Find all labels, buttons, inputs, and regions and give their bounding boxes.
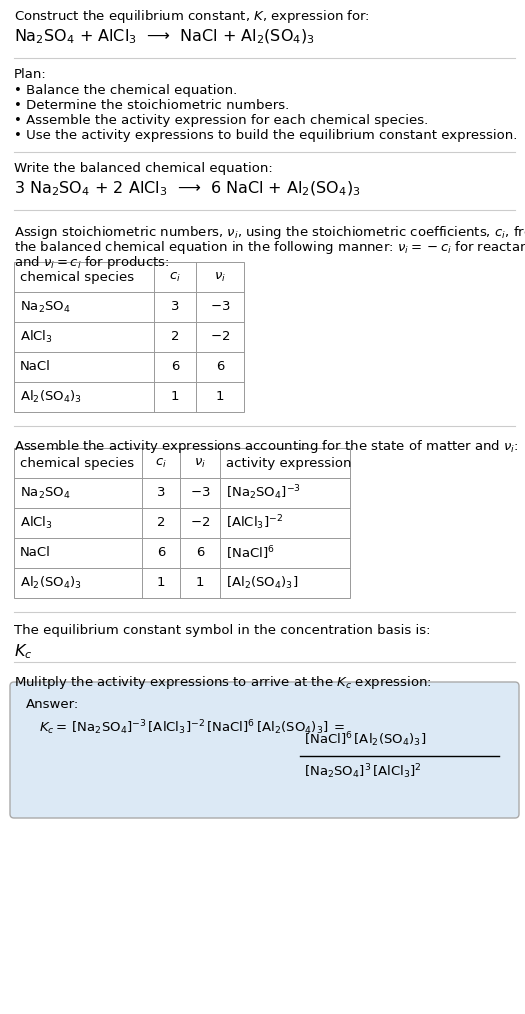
Text: [Na$_2$SO$_4$]$^{-3}$: [Na$_2$SO$_4$]$^{-3}$ [226,484,301,502]
Text: 6: 6 [157,547,165,560]
Text: [AlCl$_3$]$^{-2}$: [AlCl$_3$]$^{-2}$ [226,514,283,532]
Text: NaCl: NaCl [20,547,51,560]
Text: Plan:: Plan: [14,68,47,81]
Text: Mulitply the activity expressions to arrive at the $K_c$ expression:: Mulitply the activity expressions to arr… [14,674,432,691]
Text: $-2$: $-2$ [190,516,210,529]
Text: $-3$: $-3$ [190,487,210,500]
Text: chemical species: chemical species [20,271,134,284]
Text: Na$_2$SO$_4$: Na$_2$SO$_4$ [20,486,71,501]
Text: $c_i$: $c_i$ [155,456,167,469]
Text: $K_c$: $K_c$ [14,642,33,661]
Text: 3: 3 [157,487,165,500]
Text: activity expression: activity expression [226,456,352,469]
Text: $-3$: $-3$ [210,300,230,313]
Text: 3: 3 [171,300,179,313]
Text: 1: 1 [157,577,165,589]
Text: AlCl$_3$: AlCl$_3$ [20,329,53,345]
Text: 2: 2 [157,516,165,529]
Text: Answer:: Answer: [26,698,79,711]
Text: and $\nu_i = c_i$ for products:: and $\nu_i = c_i$ for products: [14,254,170,271]
Text: the balanced chemical equation in the following manner: $\nu_i = -c_i$ for react: the balanced chemical equation in the fo… [14,239,525,256]
Text: Assign stoichiometric numbers, $\nu_i$, using the stoichiometric coefficients, $: Assign stoichiometric numbers, $\nu_i$, … [14,224,525,241]
Text: Write the balanced chemical equation:: Write the balanced chemical equation: [14,162,273,175]
Text: The equilibrium constant symbol in the concentration basis is:: The equilibrium constant symbol in the c… [14,624,430,637]
Text: 6: 6 [216,361,224,373]
Bar [14,262,244,412]
Bar [14,448,350,598]
Text: Na$_2$SO$_4$ + AlCl$_3$  ⟶  NaCl + Al$_2$(SO$_4$)$_3$: Na$_2$SO$_4$ + AlCl$_3$ ⟶ NaCl + Al$_2$(… [14,28,315,47]
Text: 1: 1 [216,390,224,404]
Text: • Use the activity expressions to build the equilibrium constant expression.: • Use the activity expressions to build … [14,129,517,142]
Text: NaCl: NaCl [20,361,51,373]
Text: $[\mathrm{Na_2SO_4}]^3\,[\mathrm{AlCl_3}]^2$: $[\mathrm{Na_2SO_4}]^3\,[\mathrm{AlCl_3}… [304,763,422,782]
Text: Assemble the activity expressions accounting for the state of matter and $\nu_i$: Assemble the activity expressions accoun… [14,438,519,455]
Text: Al$_2$(SO$_4$)$_3$: Al$_2$(SO$_4$)$_3$ [20,389,82,405]
Text: 1: 1 [171,390,179,404]
Text: $\nu_i$: $\nu_i$ [194,456,206,469]
Text: Na$_2$SO$_4$: Na$_2$SO$_4$ [20,299,71,314]
Text: 1: 1 [196,577,204,589]
Text: $K_c = \,[\mathrm{Na_2SO_4}]^{-3}\,[\mathrm{AlCl_3}]^{-2}\,[\mathrm{NaCl}]^6\,[\: $K_c = \,[\mathrm{Na_2SO_4}]^{-3}\,[\mat… [39,719,345,737]
FancyBboxPatch shape [10,682,519,818]
Text: Al$_2$(SO$_4$)$_3$: Al$_2$(SO$_4$)$_3$ [20,575,82,591]
Text: $\nu_i$: $\nu_i$ [214,271,226,284]
Text: • Determine the stoichiometric numbers.: • Determine the stoichiometric numbers. [14,99,289,112]
Text: [NaCl]$^6$: [NaCl]$^6$ [226,545,275,562]
Text: 2: 2 [171,331,179,344]
Text: AlCl$_3$: AlCl$_3$ [20,515,53,531]
Text: [Al$_2$(SO$_4$)$_3$]: [Al$_2$(SO$_4$)$_3$] [226,575,298,591]
Text: • Assemble the activity expression for each chemical species.: • Assemble the activity expression for e… [14,114,428,127]
Text: $-2$: $-2$ [210,331,230,344]
Text: $[\mathrm{NaCl}]^6\,[\mathrm{Al_2(SO_4)_3}]$: $[\mathrm{NaCl}]^6\,[\mathrm{Al_2(SO_4)_… [304,731,426,749]
Text: 6: 6 [196,547,204,560]
Text: Construct the equilibrium constant, $K$, expression for:: Construct the equilibrium constant, $K$,… [14,8,370,25]
Text: $c_i$: $c_i$ [169,271,181,284]
Text: chemical species: chemical species [20,456,134,469]
Text: • Balance the chemical equation.: • Balance the chemical equation. [14,84,237,97]
Text: 3 Na$_2$SO$_4$ + 2 AlCl$_3$  ⟶  6 NaCl + Al$_2$(SO$_4$)$_3$: 3 Na$_2$SO$_4$ + 2 AlCl$_3$ ⟶ 6 NaCl + A… [14,180,361,199]
Text: 6: 6 [171,361,179,373]
